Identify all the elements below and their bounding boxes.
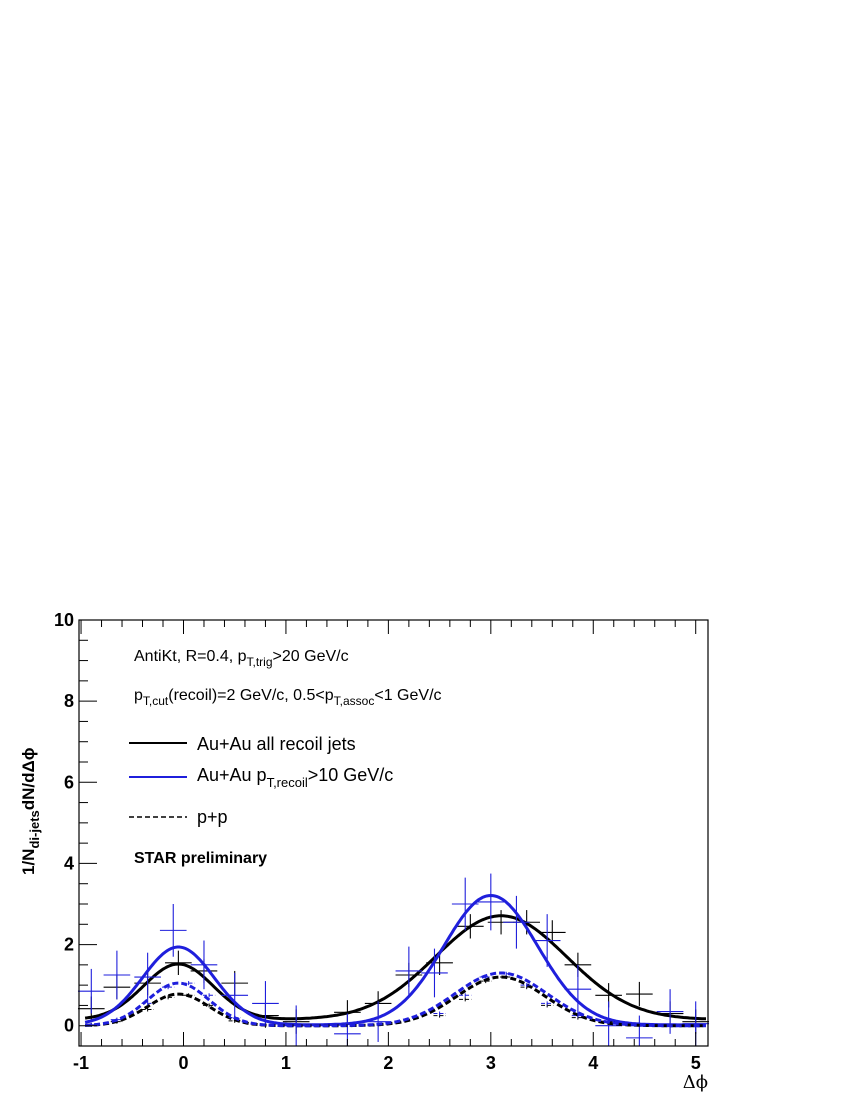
- legend: Au+Au all recoil jets Au+Au pT,recoil>10…: [129, 734, 393, 827]
- x-tick-label: 5: [691, 1053, 701, 1073]
- legend-label-pp: p+p: [197, 807, 228, 827]
- y-tick-label: 2: [64, 935, 74, 955]
- y-tick-label: 8: [64, 691, 74, 711]
- y-tick-label: 4: [64, 853, 74, 873]
- x-tick-label: 0: [178, 1053, 188, 1073]
- series-3: [85, 971, 706, 1028]
- series-0: [77, 910, 710, 1034]
- y-tick-label: 6: [64, 772, 74, 792]
- x-tick-label: 2: [383, 1053, 393, 1073]
- legend-label-recoil-pt: Au+Au pT,recoil>10 GeV/c: [197, 765, 393, 790]
- plot-area: [77, 873, 710, 1046]
- fit-curve-1: [84, 893, 706, 1027]
- y-axis-title: 1/Ndi-jetsdN/dΔϕ: [19, 747, 42, 875]
- annotation-pt-cuts: pT,cut(recoil)=2 GeV/c, 0.5<pT,assoc<1 G…: [134, 687, 442, 708]
- legend-label-all-recoil: Au+Au all recoil jets: [197, 734, 356, 754]
- y-tick-label: 10: [54, 610, 74, 630]
- plot-frame: [78, 619, 709, 1047]
- fit-curve-0: [84, 914, 706, 1021]
- x-axis-title: Δϕ: [683, 1072, 708, 1093]
- star-preliminary-label: STAR preliminary: [134, 850, 267, 867]
- series-1: [77, 873, 710, 1046]
- x-tick-label: 1: [281, 1053, 291, 1073]
- x-tick-label: 4: [588, 1053, 598, 1073]
- x-tick-label: -1: [73, 1053, 89, 1073]
- x-tick-label: 3: [486, 1053, 496, 1073]
- annotation-jet-algorithm: AntiKt, R=0.4, pT,trig>20 GeV/c: [134, 648, 349, 669]
- y-tick-label: 0: [64, 1016, 74, 1036]
- axis-ticks: -1 0 1 2 3 4 5 0 2 4 6 8 10: [54, 610, 701, 1073]
- fit-curve-3: [85, 971, 706, 1028]
